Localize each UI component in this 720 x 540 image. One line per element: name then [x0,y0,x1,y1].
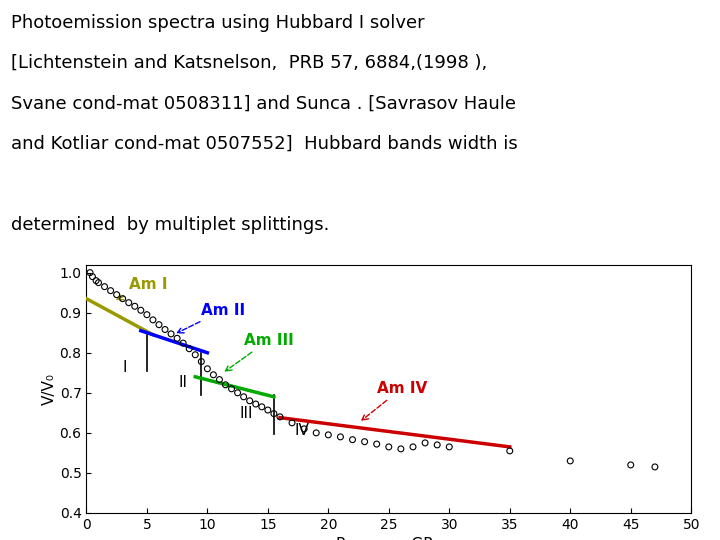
Point [256,402,268,411]
Point [196,357,207,366]
Text: I: I [123,361,127,375]
Point [335,433,346,441]
Point [419,438,431,447]
Point [232,388,243,397]
Point [359,437,370,446]
Point [207,370,219,379]
Point [262,406,274,414]
Point [141,310,153,319]
Point [84,268,96,277]
Point [408,443,419,451]
Text: IV: IV [294,423,309,438]
Point [274,413,286,421]
Text: determined  by multiplet splittings.: determined by multiplet splittings. [11,216,329,234]
Text: III: III [239,406,253,421]
Text: Am II: Am II [177,303,246,333]
Point [123,298,135,307]
Point [395,444,407,453]
Point [371,440,382,448]
Point [202,364,213,373]
Point [250,400,261,408]
X-axis label: Pressure, GPa: Pressure, GPa [336,537,441,540]
Point [111,291,122,299]
Point [287,418,298,427]
Point [383,443,395,451]
Point [226,384,238,393]
Text: Photoemission spectra using Hubbard I solver: Photoemission spectra using Hubbard I so… [11,14,424,31]
Point [189,350,201,359]
Point [90,276,102,285]
Point [323,430,334,439]
Point [504,447,516,455]
Point [153,320,165,329]
Point [238,393,249,401]
Point [220,381,231,389]
Point [625,461,636,469]
Point [105,286,117,295]
Point [564,457,576,465]
Point [147,315,158,324]
Text: Svane cond-mat 0508311] and Sunca . [Savrasov Haule: Svane cond-mat 0508311] and Sunca . [Sav… [11,94,516,112]
Point [184,345,195,353]
Text: and Kotliar cond-mat 0507552]  Hubbard bands width is: and Kotliar cond-mat 0507552] Hubbard ba… [11,135,518,153]
Point [298,424,310,433]
Point [171,334,183,343]
Text: [Lichtenstein and Katsnelson,  PRB 57, 6884,(1998 ),: [Lichtenstein and Katsnelson, PRB 57, 68… [11,54,487,72]
Point [129,302,140,310]
Point [93,278,104,287]
Point [268,409,279,418]
Text: II: II [179,375,188,390]
Point [159,325,171,334]
Point [166,329,177,338]
Point [86,272,98,281]
Point [177,339,189,347]
Point [310,429,322,437]
Text: Am III: Am III [225,333,293,371]
Text: Am IV: Am IV [362,381,427,420]
Point [649,463,661,471]
Point [135,306,147,315]
Point [347,435,359,444]
Point [431,441,443,449]
Point [117,294,128,303]
Point [244,396,256,405]
Point [214,375,225,384]
Y-axis label: V/V₀: V/V₀ [42,373,57,405]
Point [444,443,455,451]
Text: Am I: Am I [117,278,167,300]
Point [99,282,110,291]
